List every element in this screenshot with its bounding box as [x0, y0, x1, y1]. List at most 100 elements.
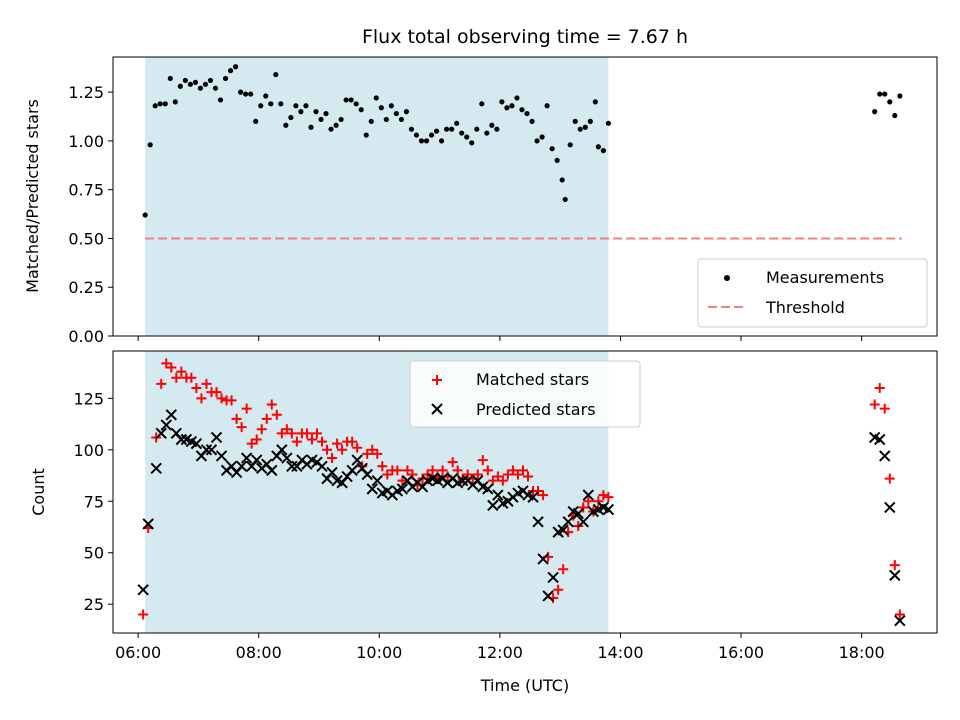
- matched-star-point: [583, 496, 594, 507]
- predicted-star-point: [205, 444, 218, 456]
- top-y-tick-label: 1.25: [68, 83, 104, 102]
- measurement-point: [383, 116, 389, 123]
- predicted-star-point: [250, 454, 263, 466]
- top-legend-box: [697, 258, 928, 328]
- matched-star-point: [231, 413, 242, 424]
- measurement-point: [882, 91, 888, 97]
- measurement-point: [897, 93, 903, 99]
- bottom-legend-box: [409, 360, 641, 428]
- measurement-point: [872, 109, 878, 115]
- bottom-panel: 25 50 75 100 125 06:00 08:00 10:00 12:00 14:00 16…: [29, 350, 938, 695]
- measurement-point: [562, 196, 568, 203]
- top-y-tick-label: 0.25: [68, 278, 104, 297]
- predicted-star-point: [482, 483, 494, 495]
- matched-star-point: [397, 475, 408, 486]
- matched-star-point: [538, 490, 549, 501]
- predicted-star-point: [537, 553, 549, 565]
- matched-star-point: [869, 399, 880, 410]
- measurement-point: [378, 105, 384, 111]
- predicted-star-point: [396, 483, 409, 495]
- measurement-point: [595, 144, 601, 150]
- predicted-star-point: [572, 507, 584, 520]
- matched-star-point: [533, 485, 544, 496]
- measurement-point: [499, 99, 505, 105]
- matched-star-point: [201, 378, 212, 389]
- measurement-point: [433, 128, 440, 134]
- measurement-point: [142, 212, 148, 218]
- measurement-point: [313, 109, 319, 115]
- measurement-point: [308, 124, 314, 130]
- measurement-point: [278, 101, 284, 107]
- predicted-star-point: [582, 489, 595, 501]
- matched-star-point: [311, 428, 322, 439]
- measurement-point: [348, 97, 354, 103]
- matched-star-point: [472, 469, 483, 480]
- matched-star-point: [322, 444, 333, 455]
- measurement-point: [534, 138, 540, 144]
- matched-star-point: [372, 448, 383, 459]
- matched-star-point: [578, 502, 589, 513]
- matched-star-point: [211, 387, 222, 398]
- matched-star-point: [241, 403, 252, 414]
- top-y-tick-label: 0.75: [68, 181, 104, 200]
- measurement-point: [258, 103, 264, 109]
- measurement-point: [582, 124, 588, 130]
- top-plot-frame: [112, 56, 938, 337]
- measurement-point: [207, 77, 214, 84]
- measurement-points: [142, 64, 903, 218]
- measurement-point: [559, 177, 565, 183]
- predicted-star-point: [137, 584, 149, 596]
- measurement-point: [572, 118, 578, 124]
- matched-star-point: [327, 453, 338, 464]
- measurement-point: [484, 130, 490, 136]
- measurement-point: [202, 81, 209, 87]
- measurement-point: [444, 126, 450, 132]
- matched-star-point: [402, 465, 413, 476]
- measurement-point: [298, 109, 304, 115]
- measurement-point: [197, 85, 204, 91]
- measurement-point: [544, 103, 550, 109]
- measurement-point: [413, 132, 420, 138]
- matched-star-point: [593, 496, 604, 507]
- matched-star-point: [392, 465, 403, 476]
- predicted-star-point: [361, 468, 373, 481]
- measurement-point: [147, 142, 153, 148]
- measurement-point: [519, 107, 525, 113]
- measurement-point: [479, 101, 485, 107]
- measurement-point: [253, 118, 259, 124]
- measurement-point: [494, 126, 500, 132]
- matched-star-point: [382, 469, 393, 480]
- x-tick-label: 10:00: [356, 643, 402, 662]
- matched-star-point: [186, 372, 197, 383]
- measurement-point: [343, 97, 349, 103]
- matched-star-point: [236, 422, 247, 433]
- matched-star-point: [497, 475, 508, 486]
- bottom-y-axis: 25 50 75 100 125: [73, 389, 113, 614]
- predicted-star-point: [492, 489, 504, 501]
- top-y-tick-label: 0.00: [68, 327, 104, 346]
- x-tick-label: 06:00: [115, 643, 161, 662]
- measurement-point: [318, 116, 324, 123]
- predicted-star-point: [487, 499, 499, 512]
- matched-star-point: [879, 403, 890, 414]
- matched-stars-legend-label: Matched stars: [476, 370, 589, 389]
- predicted-star-point: [557, 524, 569, 536]
- measurement-point: [509, 103, 515, 109]
- predicted-star-point: [150, 462, 162, 475]
- matched-star-point: [362, 448, 373, 459]
- measurement-point: [172, 99, 178, 105]
- measurement-point: [423, 138, 430, 144]
- measurement-point: [892, 112, 898, 119]
- matched-star-point: [377, 461, 388, 472]
- measurement-point: [177, 83, 183, 89]
- matched-star-point: [337, 444, 348, 455]
- measurements-legend-label: Measurements: [766, 268, 884, 287]
- bottom-y-tick-label: 25: [84, 595, 104, 614]
- matched-star-point: [553, 584, 564, 595]
- predicted-star-point: [371, 474, 383, 487]
- matched-star-point: [271, 409, 282, 420]
- measurement-point: [182, 77, 188, 84]
- measurement-point: [514, 95, 520, 101]
- measurement-point: [248, 91, 254, 97]
- measurement-point: [273, 71, 279, 78]
